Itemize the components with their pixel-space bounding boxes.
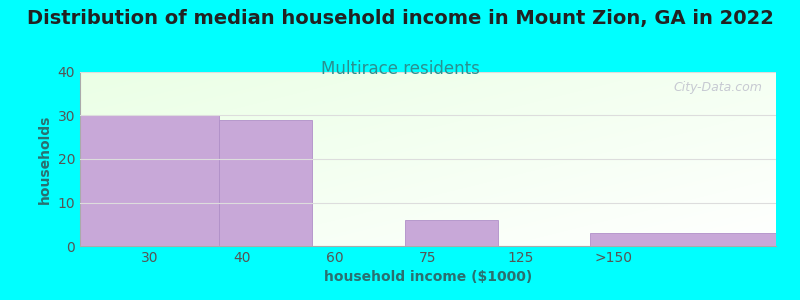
Text: City-Data.com: City-Data.com <box>674 81 762 94</box>
Bar <box>80 116 219 246</box>
Bar <box>590 233 776 246</box>
Y-axis label: households: households <box>38 114 52 204</box>
X-axis label: household income ($1000): household income ($1000) <box>324 270 532 284</box>
Text: Distribution of median household income in Mount Zion, GA in 2022: Distribution of median household income … <box>26 9 774 28</box>
Bar <box>405 220 498 246</box>
Text: Multirace residents: Multirace residents <box>321 60 479 78</box>
Bar <box>219 120 312 246</box>
